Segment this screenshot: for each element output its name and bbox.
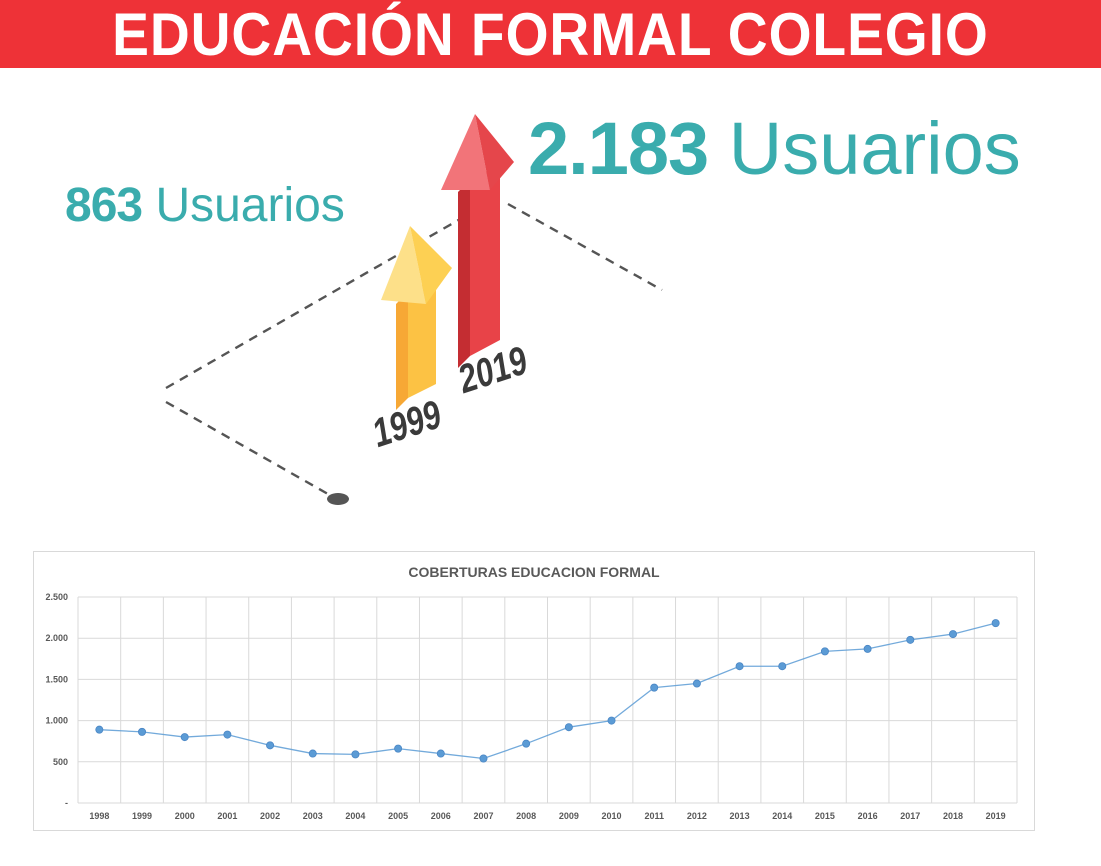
data-point (95, 725, 104, 734)
stat-2019: 2.183 Usuarios (528, 112, 1021, 186)
dashed-guides (165, 202, 663, 496)
data-point (778, 662, 787, 671)
arrow-up-red-icon (441, 114, 514, 368)
growth-infographic: 2.183 Usuarios 863 Usuarios 1999 2019 (0, 68, 1101, 538)
x-tick-label: 2015 (815, 811, 835, 821)
data-point (138, 727, 147, 736)
x-tick-label: 2004 (345, 811, 365, 821)
x-tick-label: 2000 (175, 811, 195, 821)
data-point (351, 750, 360, 759)
y-tick-label: - (65, 798, 68, 808)
data-point (266, 741, 275, 750)
x-tick-label: 2007 (473, 811, 493, 821)
y-tick-label: 1.500 (45, 674, 68, 684)
data-point (308, 749, 317, 758)
x-tick-label: 1998 (89, 811, 109, 821)
data-point (650, 683, 659, 692)
data-point (394, 744, 403, 753)
data-point (522, 739, 531, 748)
x-tick-label: 2005 (388, 811, 408, 821)
x-tick-label: 2010 (602, 811, 622, 821)
x-tick-label: 2019 (986, 811, 1006, 821)
x-tick-label: 1999 (132, 811, 152, 821)
x-tick-label: 2008 (516, 811, 536, 821)
series-line (99, 622, 996, 760)
x-tick-label: 2002 (260, 811, 280, 821)
y-tick-label: 2.000 (45, 633, 68, 643)
x-tick-label: 2009 (559, 811, 579, 821)
data-point (991, 619, 1000, 628)
y-tick-label: 2.500 (45, 592, 68, 602)
coverage-chart: COBERTURAS EDUCACION FORMAL - 500 1.000 1.5… (33, 551, 1035, 831)
x-tick-label: 2006 (431, 811, 451, 821)
x-tick-label: 2014 (772, 811, 792, 821)
page-title: EDUCACIÓN FORMAL COLEGIO (112, 0, 989, 68)
y-tick-label: 500 (53, 757, 68, 767)
x-tick-label: 2016 (858, 811, 878, 821)
stat-2019-number: 2.183 (528, 107, 709, 190)
x-tick-label: 2003 (303, 811, 323, 821)
data-point (436, 749, 445, 758)
anchor-dot (327, 493, 349, 505)
stat-1999-label: Usuarios (155, 179, 345, 232)
stat-1999: 863 Usuarios (65, 182, 345, 230)
data-point (479, 754, 488, 763)
data-point (948, 630, 957, 639)
stat-2019-label: Usuarios (728, 107, 1021, 190)
data-point (820, 647, 829, 656)
data-point (564, 723, 573, 732)
chart-plot: - 500 1.000 1.500 2.000 2.500 1998 1999 2000 2001… (45, 592, 1018, 821)
x-tick-label: 2001 (217, 811, 237, 821)
x-tick-label: 2013 (730, 811, 750, 821)
data-point (735, 662, 744, 671)
x-tick-label: 2011 (644, 811, 664, 821)
data-point (223, 730, 232, 739)
x-tick-label: 2012 (687, 811, 707, 821)
infographic-drawing (165, 114, 663, 505)
data-point (906, 635, 915, 644)
arrow-up-yellow-icon (381, 226, 452, 410)
title-banner: EDUCACIÓN FORMAL COLEGIO (0, 0, 1101, 68)
x-tick-label: 2017 (900, 811, 920, 821)
data-point (607, 716, 616, 725)
x-tick-label: 2018 (943, 811, 963, 821)
data-point (180, 733, 189, 742)
data-point (692, 679, 701, 688)
chart-title: COBERTURAS EDUCACION FORMAL (408, 564, 660, 580)
y-tick-label: 1.000 (45, 716, 68, 726)
data-point (863, 644, 872, 653)
stat-1999-number: 863 (65, 179, 143, 232)
